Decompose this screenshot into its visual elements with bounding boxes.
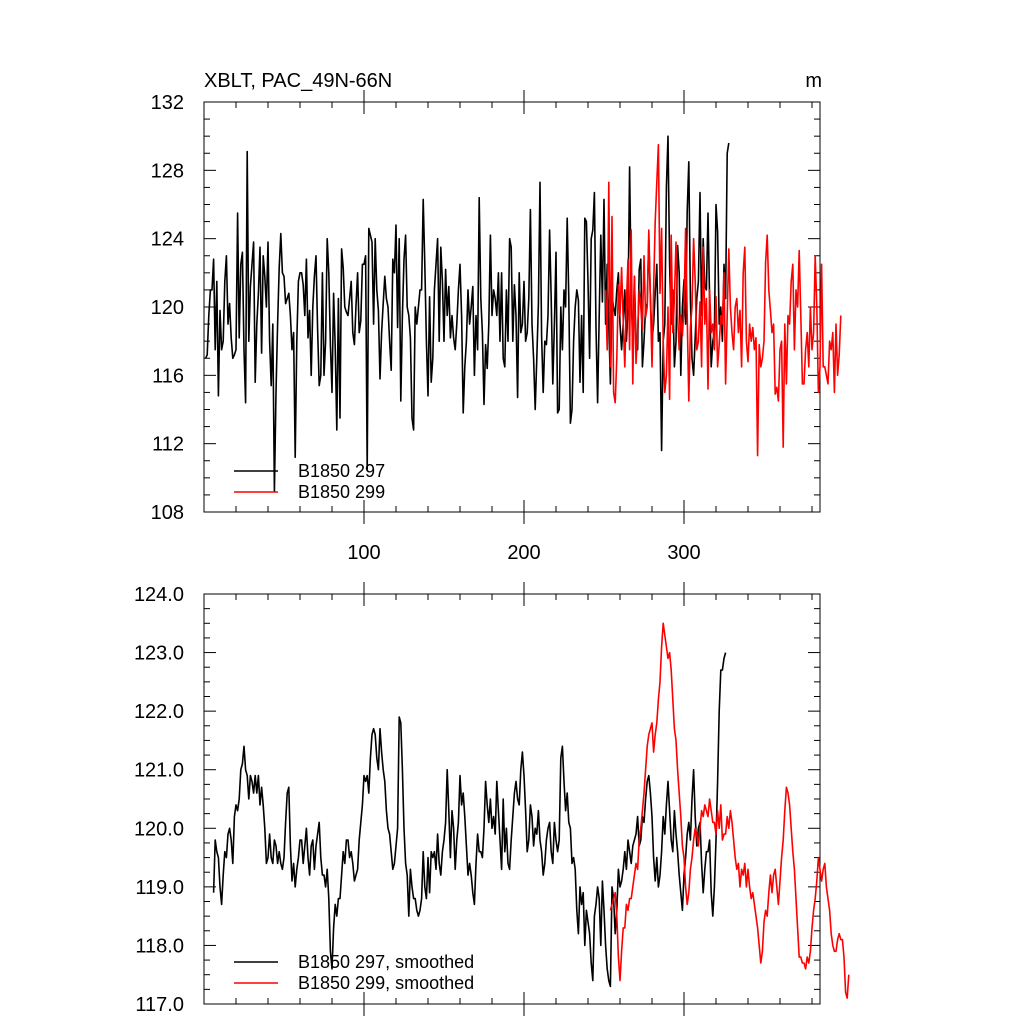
y-tick-label: 117.0 xyxy=(135,994,184,1016)
y-tick-labels: 117.0 118.0 119.0 120.0 121.0 122.0 123.0 124.0 xyxy=(134,584,184,1016)
y-tick-label: 120.0 xyxy=(134,818,184,840)
x-tick-label: 100 xyxy=(347,542,380,564)
y-tick-label: 128 xyxy=(151,160,184,182)
units-label: m xyxy=(805,70,822,92)
y-tick-labels: 108 112 116 120 124 128 132 xyxy=(151,92,184,524)
y-tick-label: 112 xyxy=(152,434,184,456)
top-panel: XBLT, PAC_49N-66N m 108 112 116 120 124 128 13… xyxy=(151,70,842,564)
y-tick-label: 108 xyxy=(151,502,184,524)
plot-frame xyxy=(203,593,821,1005)
y-tick-label: 124.0 xyxy=(134,584,184,606)
series-lines xyxy=(204,135,842,493)
y-tick-label: 119.0 xyxy=(135,877,184,899)
series-line-1 xyxy=(212,652,727,988)
y-tick-label: 122.0 xyxy=(134,701,184,723)
x-tick-label: 200 xyxy=(507,542,540,564)
legend-label-1: B1850 297, smoothed xyxy=(298,952,474,972)
y-tick-label: 121.0 xyxy=(134,760,184,782)
y-tick-label: 116 xyxy=(152,365,184,387)
series-line-2 xyxy=(609,622,850,999)
legend-label-2: B1850 299, smoothed xyxy=(298,973,474,993)
y-tick-label: 123.0 xyxy=(134,643,184,665)
legend-label-2: B1850 299 xyxy=(298,482,385,502)
x-tick-label: 300 xyxy=(667,542,700,564)
tick-marks xyxy=(204,582,820,1016)
y-tick-label: 124 xyxy=(151,229,184,251)
legend-label-1: B1850 297 xyxy=(298,461,385,481)
bottom-panel: 117.0 118.0 119.0 120.0 121.0 122.0 123.0 124.0… xyxy=(134,582,850,1016)
y-tick-label: 132 xyxy=(151,92,184,114)
y-tick-label: 120 xyxy=(151,297,184,319)
series-lines xyxy=(212,622,850,999)
y-tick-label: 118.0 xyxy=(135,935,184,957)
chart-title: XBLT, PAC_49N-66N xyxy=(204,70,392,92)
series-line-2 xyxy=(604,143,842,457)
x-tick-labels: 100 200 300 xyxy=(347,542,700,564)
